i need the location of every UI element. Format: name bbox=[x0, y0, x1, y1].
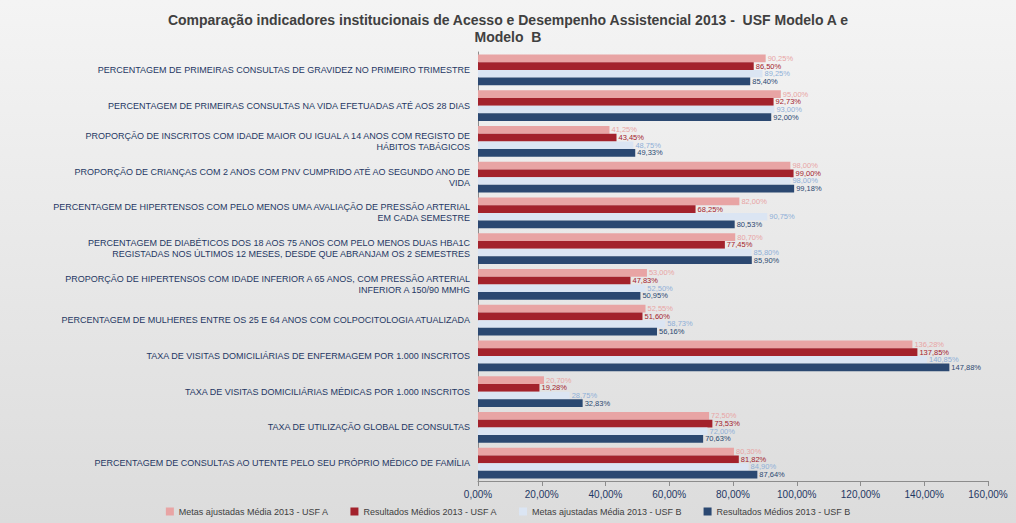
svg-text:PERCENTAGEM DE MULHERES ENTRE: PERCENTAGEM DE MULHERES ENTRE OS 25 E 64… bbox=[61, 315, 470, 325]
svg-text:Modelo B: Modelo B bbox=[475, 29, 542, 45]
svg-text:PROPORÇÃO DE INSCRITOS COM IDA: PROPORÇÃO DE INSCRITOS COM IDADE MAIOR O… bbox=[86, 131, 470, 141]
svg-text:PROPORÇÃO DE HIPERTENSOS COM I: PROPORÇÃO DE HIPERTENSOS COM IDADE INFER… bbox=[65, 274, 470, 284]
svg-text:80,70%: 80,70% bbox=[737, 232, 763, 242]
svg-text:136,28%: 136,28% bbox=[914, 339, 944, 349]
svg-text:120,00%: 120,00% bbox=[841, 489, 881, 500]
svg-text:Resultados Médios 2013 - USF B: Resultados Médios 2013 - USF B bbox=[717, 507, 851, 517]
svg-text:92,00%: 92,00% bbox=[773, 113, 799, 122]
svg-text:85,80%: 85,80% bbox=[753, 248, 779, 257]
svg-text:72,00%: 72,00% bbox=[709, 426, 735, 436]
svg-text:REGISTADAS NOS ÚLTIMOS 12 MESE: REGISTADAS NOS ÚLTIMOS 12 MESES, DESDE Q… bbox=[112, 249, 470, 259]
svg-text:TAXA DE VISITAS DOMICILIÁRIAS: TAXA DE VISITAS DOMICILIÁRIAS DE ENFERMA… bbox=[146, 351, 470, 361]
svg-text:28,75%: 28,75% bbox=[571, 391, 598, 400]
svg-text:140,85%: 140,85% bbox=[929, 355, 959, 365]
svg-text:92,73%: 92,73% bbox=[775, 97, 801, 107]
svg-text:Resultados Médios 2013 - USF A: Resultados Médios 2013 - USF A bbox=[363, 507, 496, 517]
svg-text:98,00%: 98,00% bbox=[792, 161, 818, 171]
svg-text:Metas ajustadas Média 2013 - U: Metas ajustadas Média 2013 - USF B bbox=[532, 507, 682, 517]
svg-text:98,00%: 98,00% bbox=[792, 176, 818, 186]
svg-text:51,60%: 51,60% bbox=[644, 311, 670, 321]
svg-text:VIDA: VIDA bbox=[449, 178, 470, 188]
svg-text:32,83%: 32,83% bbox=[585, 399, 611, 408]
svg-text:72,50%: 72,50% bbox=[711, 411, 737, 421]
svg-text:89,25%: 89,25% bbox=[764, 69, 790, 79]
svg-text:INFERIOR A 150/90 MMHG: INFERIOR A 150/90 MMHG bbox=[358, 285, 470, 295]
svg-text:73,53%: 73,53% bbox=[714, 419, 740, 428]
svg-text:50,95%: 50,95% bbox=[642, 291, 668, 300]
svg-text:19,28%: 19,28% bbox=[541, 383, 567, 392]
svg-text:53,00%: 53,00% bbox=[648, 268, 675, 278]
svg-text:PERCENTAGEM DE DIABÉTICOS DOS: PERCENTAGEM DE DIABÉTICOS DOS 18 AOS 75 … bbox=[88, 238, 470, 248]
svg-text:49,33%: 49,33% bbox=[637, 148, 663, 157]
svg-text:95,00%: 95,00% bbox=[782, 89, 809, 99]
svg-text:140,00%: 140,00% bbox=[905, 489, 945, 500]
svg-text:85,90%: 85,90% bbox=[754, 256, 780, 265]
svg-text:TAXA DE VISITAS DOMICILIÁRIAS: TAXA DE VISITAS DOMICILIÁRIAS MÉDICAS PO… bbox=[185, 387, 470, 397]
svg-text:40,00%: 40,00% bbox=[589, 489, 623, 500]
svg-text:58,73%: 58,73% bbox=[667, 319, 693, 329]
svg-text:85,40%: 85,40% bbox=[752, 77, 778, 86]
svg-text:41,25%: 41,25% bbox=[611, 125, 637, 135]
svg-text:84,90%: 84,90% bbox=[750, 462, 777, 472]
svg-text:68,25%: 68,25% bbox=[698, 205, 724, 214]
svg-text:80,53%: 80,53% bbox=[737, 220, 763, 229]
svg-text:81,82%: 81,82% bbox=[740, 454, 767, 464]
svg-text:87,64%: 87,64% bbox=[759, 470, 785, 479]
svg-text:70,63%: 70,63% bbox=[705, 434, 731, 443]
svg-text:86,50%: 86,50% bbox=[755, 61, 782, 71]
svg-text:PERCENTAGEM DE HIPERTENSOS COM: PERCENTAGEM DE HIPERTENSOS COM PELO MENO… bbox=[53, 202, 470, 212]
svg-text:PROPORÇÃO DE CRIANÇAS COM 2 AN: PROPORÇÃO DE CRIANÇAS COM 2 ANOS COM PNV… bbox=[75, 167, 470, 177]
svg-text:137,85%: 137,85% bbox=[919, 347, 949, 357]
svg-text:80,30%: 80,30% bbox=[736, 447, 762, 457]
svg-text:90,75%: 90,75% bbox=[769, 212, 795, 221]
svg-text:100,00%: 100,00% bbox=[777, 489, 817, 500]
svg-text:82,00%: 82,00% bbox=[741, 197, 767, 206]
svg-text:PERCENTAGEM DE CONSULTAS AO UT: PERCENTAGEM DE CONSULTAS AO UTENTE PELO … bbox=[94, 458, 470, 468]
svg-text:93,00%: 93,00% bbox=[776, 105, 802, 114]
svg-text:56,16%: 56,16% bbox=[659, 327, 685, 336]
svg-text:60,00%: 60,00% bbox=[652, 489, 686, 500]
svg-text:90,25%: 90,25% bbox=[767, 53, 794, 63]
svg-text:47,83%: 47,83% bbox=[632, 276, 658, 285]
svg-text:43,45%: 43,45% bbox=[618, 133, 644, 142]
svg-text:20,70%: 20,70% bbox=[546, 375, 572, 385]
svg-text:147,88%: 147,88% bbox=[951, 363, 981, 372]
svg-text:20,00%: 20,00% bbox=[525, 489, 559, 500]
svg-text:52,55%: 52,55% bbox=[647, 304, 673, 314]
svg-text:Comparação indicadores institu: Comparação indicadores institucionais de… bbox=[168, 12, 848, 28]
svg-text:52,50%: 52,50% bbox=[647, 283, 673, 293]
svg-text:0,00%: 0,00% bbox=[464, 489, 492, 500]
svg-text:Metas ajustadas Média 2013 - U: Metas ajustadas Média 2013 - USF A bbox=[179, 507, 328, 517]
svg-text:80,00%: 80,00% bbox=[716, 489, 750, 500]
svg-text:TAXA DE UTILIZAÇÃO GLOBAL DE C: TAXA DE UTILIZAÇÃO GLOBAL DE CONSULTAS bbox=[268, 422, 470, 432]
svg-text:48,75%: 48,75% bbox=[635, 140, 661, 150]
svg-text:99,00%: 99,00% bbox=[795, 168, 821, 178]
svg-text:160,00%: 160,00% bbox=[968, 489, 1008, 500]
svg-text:HÁBITOS TABÁGICOS: HÁBITOS TABÁGICOS bbox=[376, 142, 470, 152]
svg-text:PERCENTAGEM DE PRIMEIRAS CONSU: PERCENTAGEM DE PRIMEIRAS CONSULTAS DE GR… bbox=[98, 65, 470, 75]
svg-text:99,18%: 99,18% bbox=[796, 184, 822, 193]
svg-text:EM CADA SEMESTRE: EM CADA SEMESTRE bbox=[377, 213, 470, 223]
svg-text:PERCENTAGEM DE PRIMEIRAS CONSU: PERCENTAGEM DE PRIMEIRAS CONSULTAS NA VI… bbox=[108, 101, 470, 111]
svg-text:77,45%: 77,45% bbox=[727, 240, 753, 249]
